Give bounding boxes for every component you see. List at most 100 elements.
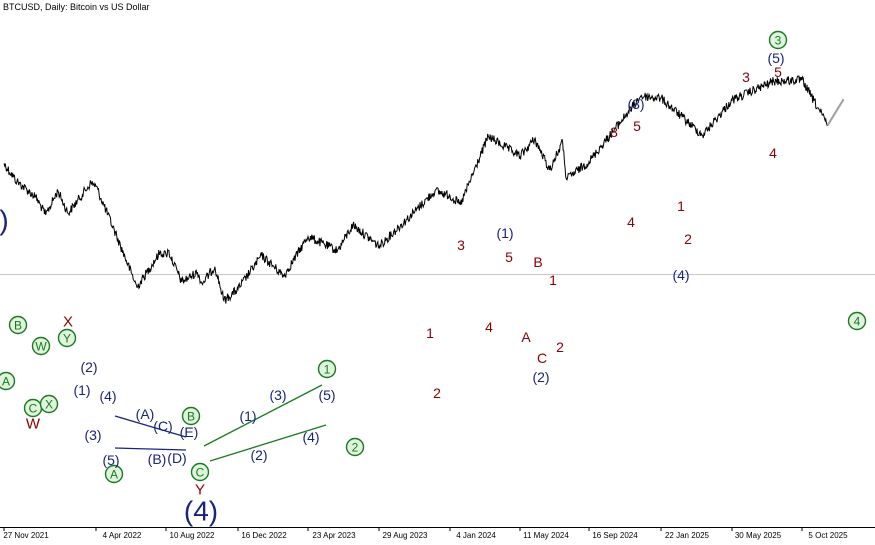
wave-label-text: (2) — [250, 447, 267, 463]
wave-label-circle — [57, 328, 77, 348]
x-tick-label: 27 Nov 2021 — [3, 531, 49, 540]
x-tick-label: 16 Sep 2024 — [592, 531, 638, 540]
wave-label-text: (4) — [302, 429, 319, 445]
wave-label-text: (B) — [148, 451, 167, 467]
wave-label: (3) — [269, 387, 286, 403]
wave-label-text: 2 — [556, 339, 564, 355]
wave-label-text: A — [2, 375, 10, 389]
wave-label: (1) — [239, 408, 256, 424]
x-tick-label: 4 Jan 2024 — [456, 531, 496, 540]
wave-label: 2 — [556, 339, 564, 355]
wave-label: (3) — [627, 96, 644, 112]
x-axis-ticks: 27 Nov 2021 4 Apr 2022 10 Aug 2022 16 Dec 2… — [3, 527, 848, 540]
wave-label-circle — [31, 336, 51, 356]
wave-label: 4 — [627, 214, 635, 230]
wave-label: 4 — [485, 319, 493, 335]
wave-label: 2 — [345, 437, 365, 457]
wave-label-text: (A) — [136, 406, 155, 422]
x-tick-label: 30 May 2025 — [735, 531, 782, 540]
wave-label: C — [23, 398, 43, 418]
channel-line — [114, 447, 187, 451]
wave-label: (4) — [99, 388, 116, 404]
wave-label-circle — [104, 464, 124, 484]
x-tick-label: 11 May 2024 — [523, 531, 569, 540]
wave-label: (B) — [148, 451, 167, 467]
x-tick-label: 23 Apr 2023 — [312, 531, 356, 540]
x-tick-label: 4 Apr 2022 — [103, 531, 142, 540]
wave-label-text: 3 — [742, 69, 750, 85]
wave-label-text: (4) — [672, 267, 689, 283]
wave-label: 4 — [769, 145, 777, 161]
wave-label-text: (C) — [153, 418, 172, 434]
wave-label-text: A — [521, 329, 531, 345]
wave-label: (5) — [102, 452, 119, 468]
wave-label: (3) — [84, 427, 101, 443]
wave-label: A — [104, 464, 124, 484]
channel-line — [203, 384, 323, 447]
wave-label: 1 — [317, 359, 337, 379]
wave-label-text: X — [63, 314, 73, 331]
wave-label-text: 1 — [677, 198, 685, 214]
wave-label-text: W — [26, 416, 41, 433]
wave-label: X — [39, 394, 59, 414]
wave-label-text: B — [14, 319, 22, 333]
wave-label-text: 5 — [774, 64, 782, 80]
wave-label: 2 — [684, 231, 692, 247]
wave-label-text: (E) — [180, 424, 199, 440]
wave-label: 5 — [505, 249, 513, 265]
wave-label-circle — [181, 406, 201, 426]
projection-line — [826, 98, 845, 126]
wave-label: (2) — [532, 369, 549, 385]
wave-label-text: C — [537, 350, 547, 366]
wave-label-text: ) — [0, 205, 9, 236]
wave-label-text: (2) — [532, 369, 549, 385]
wave-label-text: (2) — [80, 359, 97, 375]
x-tick-label: 29 Aug 2023 — [383, 531, 428, 540]
wave-label-text: (D) — [167, 450, 186, 466]
wave-label: C — [537, 350, 547, 366]
wave-label-text: 2 — [352, 441, 359, 455]
wave-label-text: 1 — [549, 272, 557, 288]
x-tick-label: 10 Aug 2022 — [170, 531, 215, 540]
wave-label-text: 3 — [457, 237, 465, 253]
trend-channels — [114, 384, 327, 462]
wave-label: B — [181, 406, 201, 426]
wave-label: B — [8, 315, 28, 335]
wave-label: ) — [0, 205, 9, 236]
wave-label-text: (1) — [239, 408, 256, 424]
wave-label-text: 4 — [769, 145, 777, 161]
wave-label: (2) — [250, 447, 267, 463]
wave-label-text: 4 — [854, 315, 861, 329]
wave-label: (E) — [180, 424, 199, 440]
wave-label: (1) — [496, 225, 513, 241]
wave-label: W — [31, 336, 51, 356]
wave-label-text: (1) — [73, 382, 90, 398]
wave-label-circle — [39, 394, 59, 414]
wave-label-text: A — [110, 468, 118, 482]
wave-label-text: 4 — [627, 214, 635, 230]
wave-label: (2) — [80, 359, 97, 375]
wave-label: 1 — [549, 272, 557, 288]
wave-label-text: (5) — [767, 50, 784, 66]
wave-label: 5 — [633, 118, 641, 134]
wave-label-text: (4) — [184, 496, 218, 527]
wave-label-text: (4) — [99, 388, 116, 404]
wave-label: X — [63, 314, 73, 331]
wave-label: (1) — [73, 382, 90, 398]
wave-label-text: 5 — [505, 249, 513, 265]
wave-label-text: 3 — [775, 34, 782, 48]
wave-label: (5) — [767, 50, 784, 66]
wave-label-text: B — [533, 254, 542, 270]
wave-label: 3 — [742, 69, 750, 85]
wave-label-text: 3 — [610, 124, 618, 140]
wave-label-text: Y — [63, 332, 71, 346]
wave-label: (A) — [136, 406, 155, 422]
wave-label: (4) — [184, 496, 218, 527]
wave-label-circle — [8, 315, 28, 335]
wave-label-text: Y — [195, 482, 205, 499]
wave-label: 1 — [677, 198, 685, 214]
wave-label: A — [0, 371, 16, 391]
wave-label: C — [190, 462, 210, 482]
